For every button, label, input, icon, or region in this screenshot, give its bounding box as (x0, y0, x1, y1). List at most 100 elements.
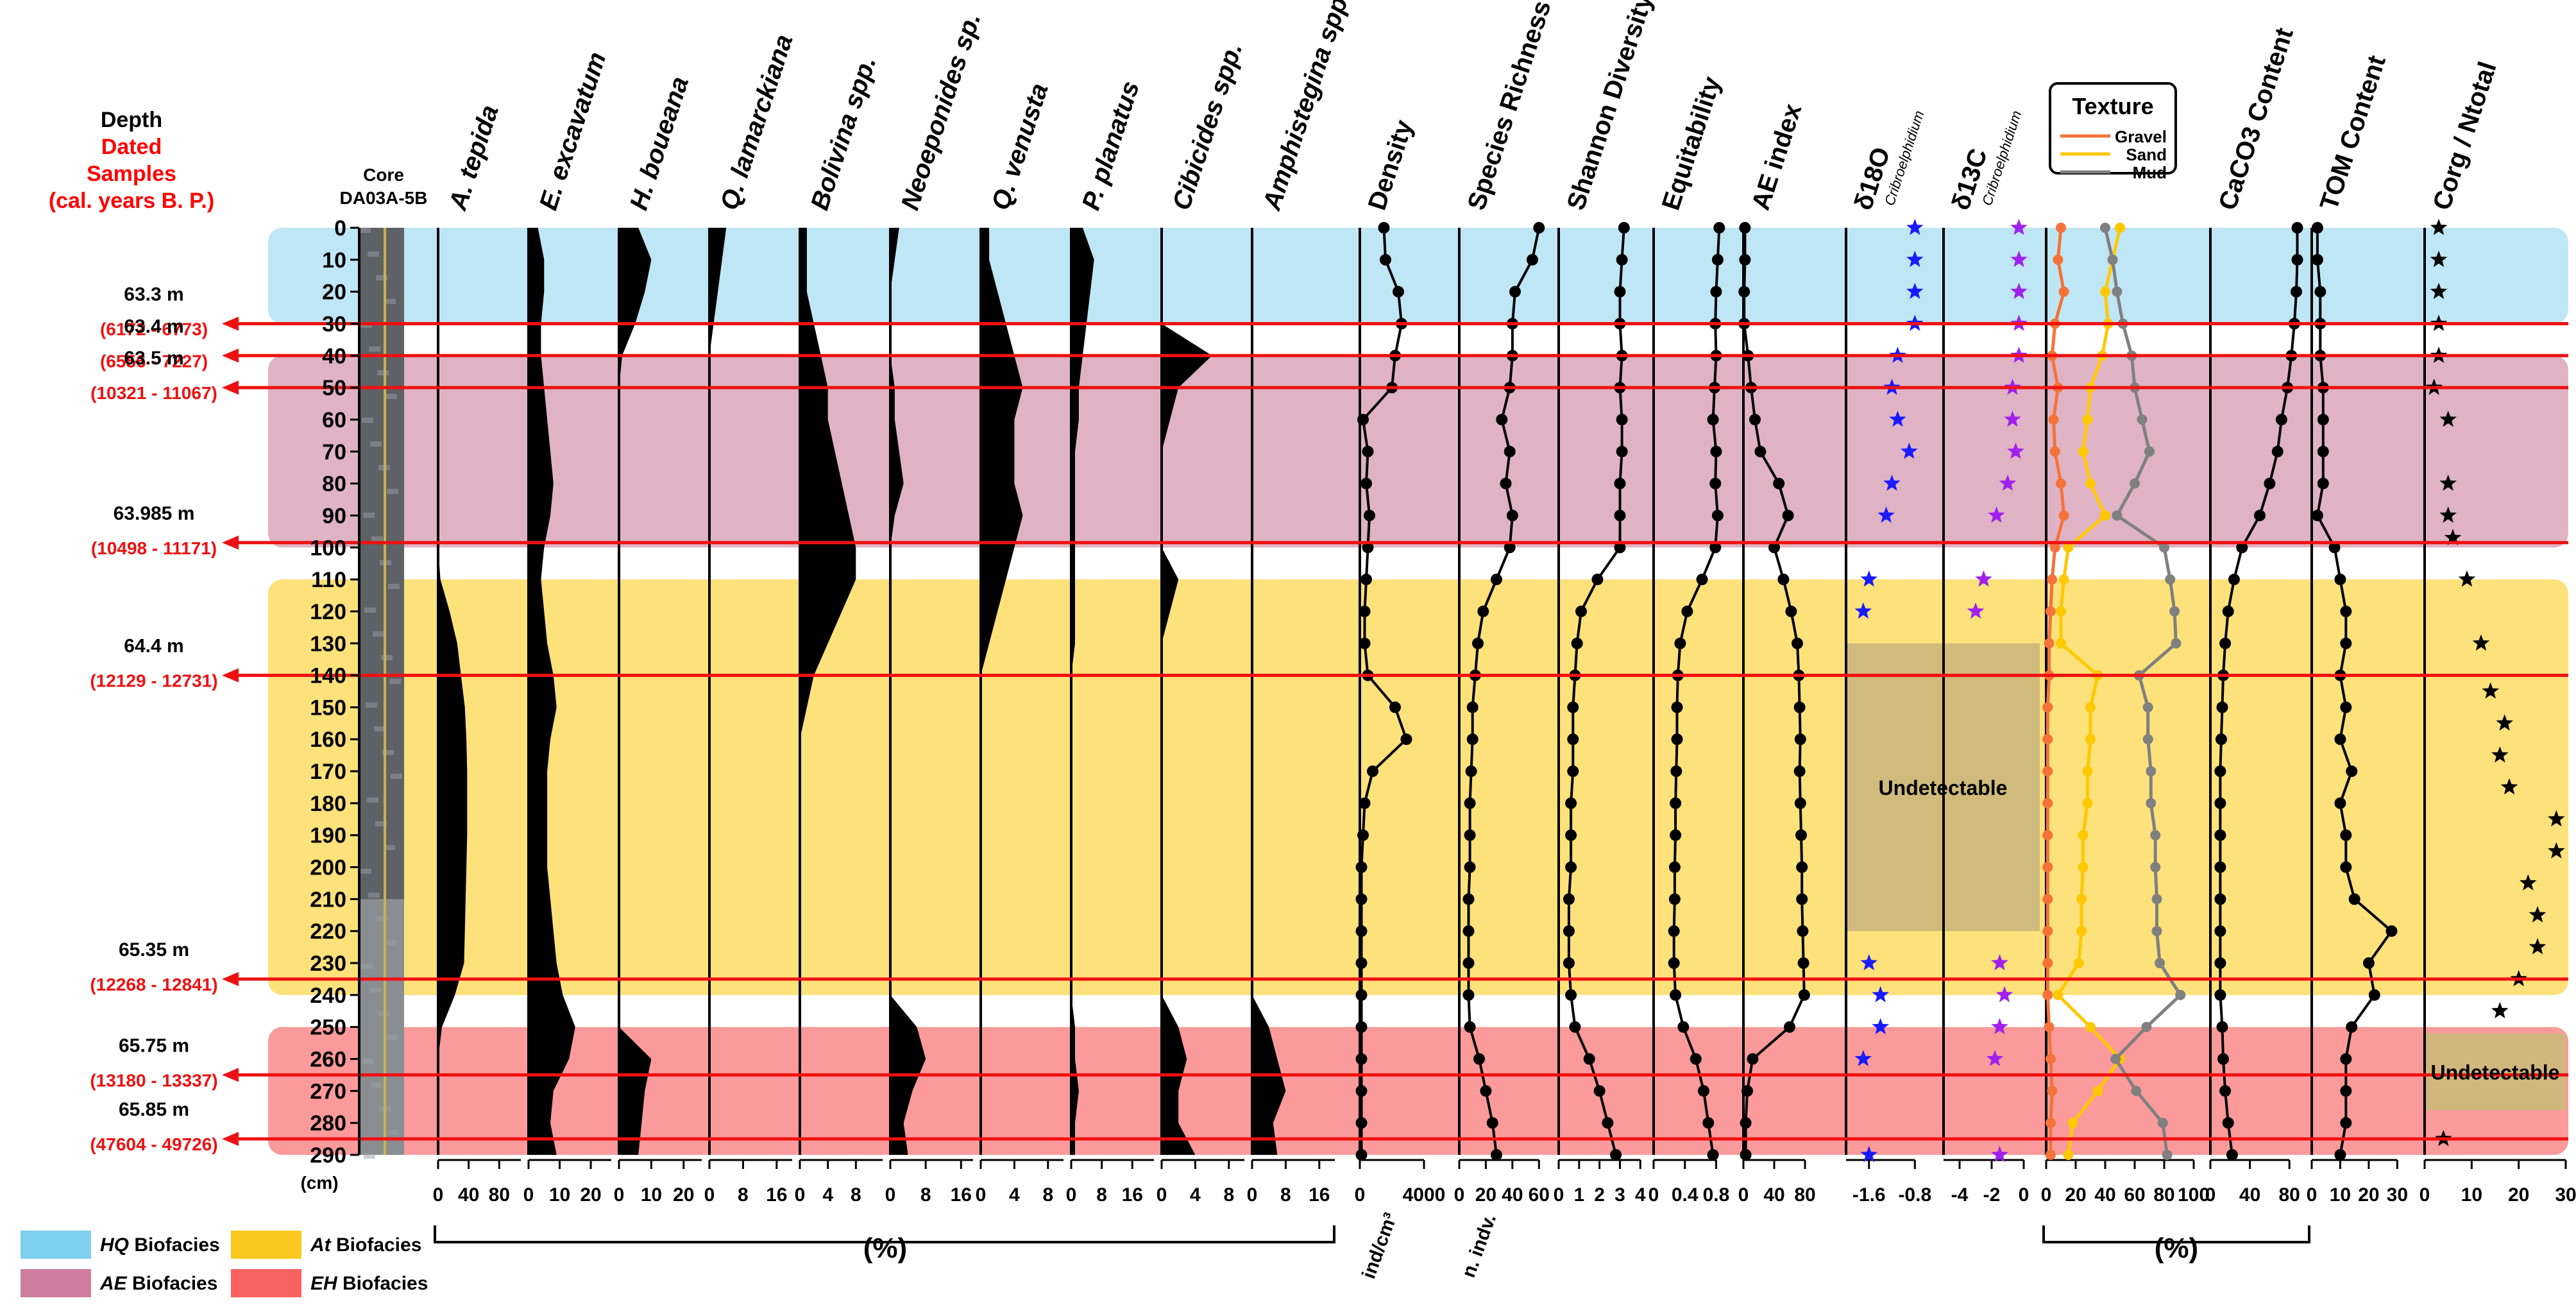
texture-point-sand (2063, 1150, 2074, 1160)
data-point (1670, 797, 1682, 809)
data-point (1462, 957, 1475, 969)
data-point (1500, 477, 1512, 490)
data-point (1355, 893, 1368, 905)
legend-label: EH Biofacies (310, 1273, 428, 1294)
data-star (1877, 506, 1895, 523)
legend-swatch-hq (21, 1231, 91, 1259)
species-silhouette (1162, 228, 1212, 1155)
data-star (1991, 954, 2008, 971)
biofacies-band-ae (268, 355, 2568, 548)
data-star (1906, 250, 1924, 268)
core-texture (368, 892, 380, 898)
data-point (1792, 637, 1803, 649)
data-point (2214, 829, 2226, 841)
depth-tick-label: 10 (322, 248, 346, 273)
data-star (1854, 602, 1872, 619)
texture-point-mud (2150, 862, 2161, 873)
data-point (1355, 1149, 1368, 1161)
texture-point-gravel (2045, 1150, 2056, 1160)
data-star (1883, 474, 1901, 491)
texture-line-mud (2103, 227, 2183, 1156)
data-star (1889, 411, 1906, 427)
data-point (2328, 542, 2341, 554)
data-star (2529, 938, 2546, 955)
data-point (1360, 574, 1372, 586)
species-name-label: E. excavatum (534, 49, 612, 214)
data-star (1996, 985, 2013, 1003)
data-point (2334, 1149, 2346, 1161)
data-point (2340, 637, 2352, 649)
texture-point-sand (2085, 1021, 2096, 1032)
data-star (2472, 634, 2490, 651)
samples-heading: Samples (87, 162, 176, 186)
data-point (2219, 637, 2232, 649)
legend-label-suffix: Biofacies (336, 1234, 421, 1256)
data-point (1768, 542, 1780, 554)
species-silhouette (890, 228, 926, 1155)
core-texture (377, 370, 389, 375)
texture-point-gravel (2042, 989, 2053, 1000)
data-point (1671, 733, 1683, 746)
data-star (1872, 985, 1889, 1003)
depth-tick-label: 20 (322, 280, 346, 305)
texture-point-gravel (2044, 638, 2055, 649)
core-texture (375, 821, 387, 826)
data-point (2214, 957, 2226, 969)
data-point (1614, 542, 1626, 554)
data-point (1575, 605, 1587, 617)
data-point (1740, 1149, 1752, 1161)
data-point (1565, 861, 1577, 873)
data-point (1707, 1149, 1719, 1161)
data-point (2340, 605, 2352, 617)
species-tick-label: 0 (795, 1184, 806, 1206)
core-texture (369, 346, 380, 352)
panel-title: AE index (1747, 100, 1808, 213)
depth-tick-label: 150 (310, 695, 346, 720)
data-point (1702, 1117, 1715, 1129)
texture-point-mud (2112, 286, 2123, 297)
texture-point-mud (2159, 542, 2169, 553)
data-point (1462, 989, 1475, 1001)
dated-sample-age: (6172 - 6773) (100, 319, 208, 339)
legend-label-abbrev: HQ (100, 1234, 134, 1256)
dated-sample-age: (12129 - 12731) (90, 671, 217, 691)
depth-tick-label: 50 (322, 376, 346, 400)
species-tick-label: 16 (1122, 1184, 1143, 1206)
dated-sample-arrow (222, 971, 239, 986)
dated-sample-depth: 64.4 m (124, 636, 183, 657)
texture-point-gravel (2047, 574, 2058, 585)
legend-label: At Biofacies (310, 1234, 421, 1256)
data-point (1593, 1085, 1606, 1097)
data-point (1785, 605, 1797, 617)
dated-sample-depth: 63.985 m (114, 503, 195, 524)
data-point (2334, 797, 2346, 809)
data-point (2264, 477, 2276, 490)
depth-tick-label: 230 (310, 951, 346, 976)
depth-tick-label: 170 (310, 760, 346, 784)
dated-heading: Dated (101, 135, 162, 159)
dated-sample-depth: 63.3 m (124, 284, 183, 305)
panel-tick-label: 30 (2387, 1184, 2408, 1206)
texture-point-gravel (2056, 223, 2066, 233)
texture-point-sand (2100, 510, 2110, 521)
species-percent-bracket (434, 1225, 1335, 1243)
data-point (2311, 222, 2323, 234)
texture-point-sand (2082, 414, 2093, 425)
texture-point-sand (2082, 798, 2093, 808)
panel-tick-label: 0 (2419, 1184, 2430, 1206)
texture-point-sand (2078, 862, 2089, 873)
data-point (1355, 1117, 1368, 1129)
texture-point-sand (2073, 958, 2084, 969)
data-point (1506, 509, 1518, 522)
data-point (1400, 733, 1412, 746)
data-point (2314, 286, 2326, 298)
data-point (1710, 445, 1722, 457)
species-silhouette (529, 228, 575, 1155)
data-point (1749, 413, 1761, 425)
texture-point-gravel (2045, 1053, 2056, 1064)
core-texture (373, 631, 384, 636)
panel-tick-label: 0 (2019, 1184, 2029, 1206)
data-point (1739, 222, 1751, 234)
panel-tick-label: -1.6 (1852, 1184, 1886, 1206)
